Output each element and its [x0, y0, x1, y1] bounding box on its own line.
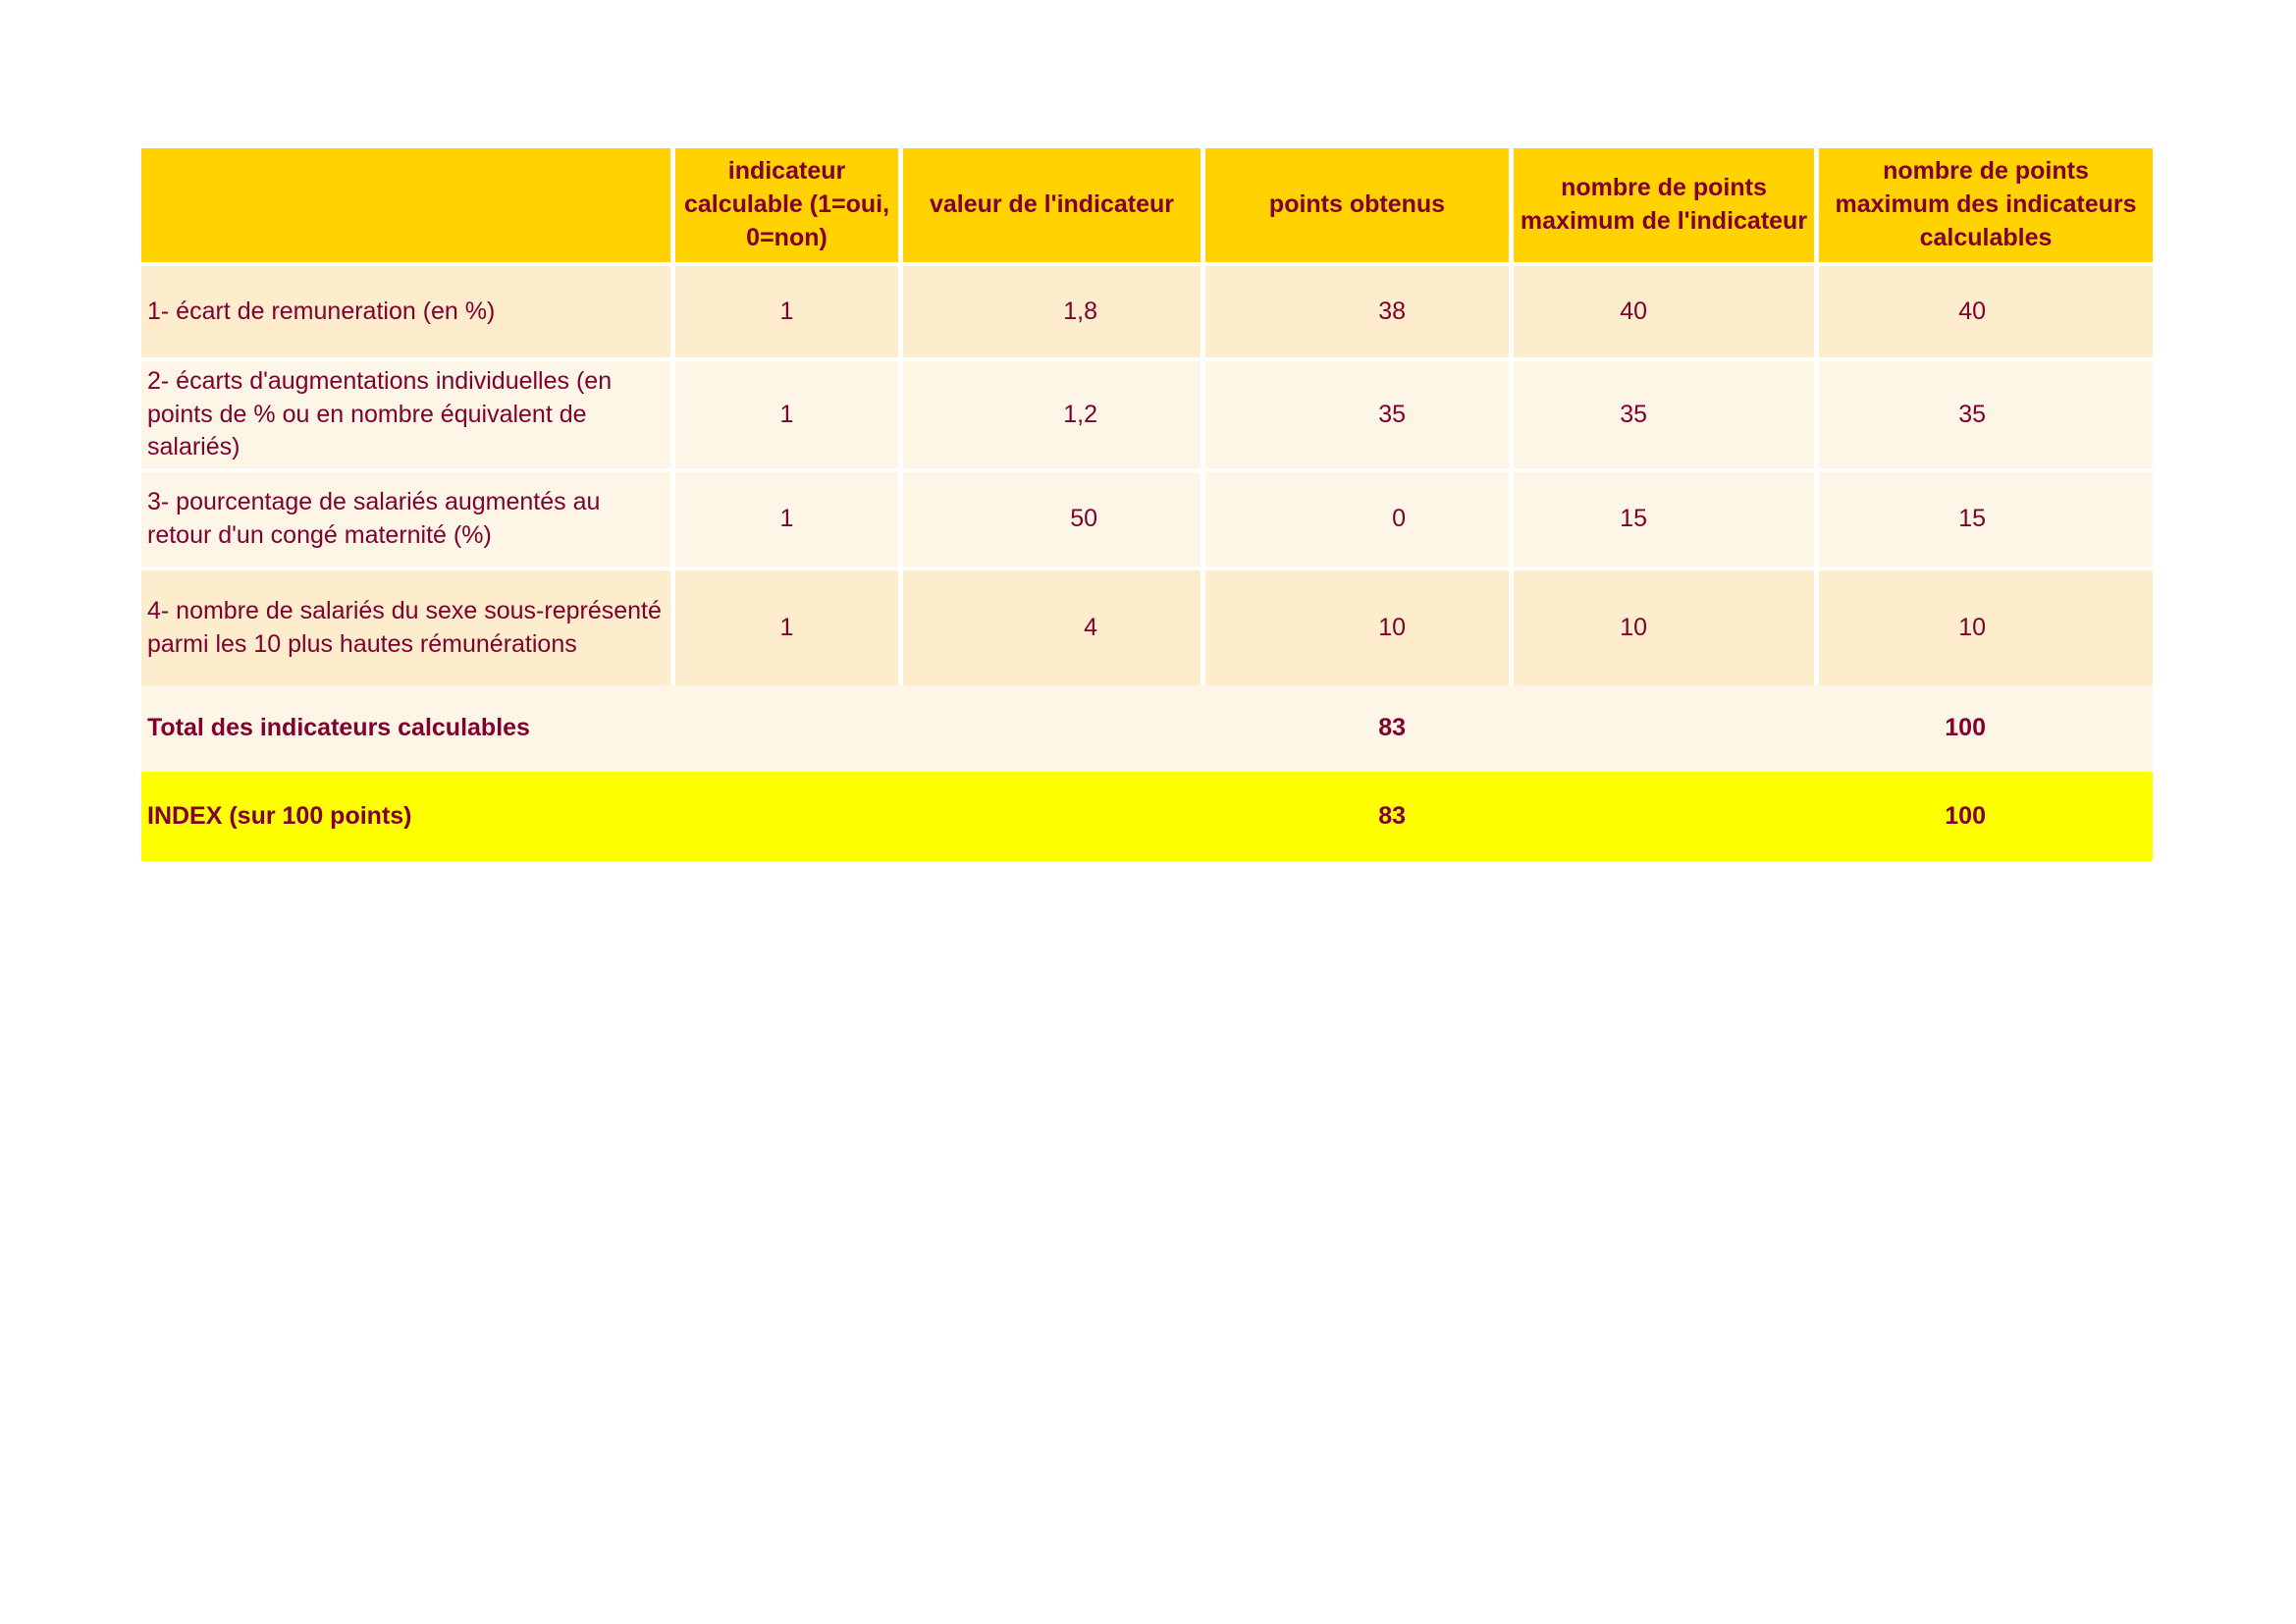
cell-valeur: 1,8 [903, 266, 1201, 357]
cell-valeur: 4 [903, 570, 1201, 685]
cell-points: 38 [1205, 266, 1509, 357]
cell-max-calc: 15 [1819, 472, 2153, 567]
cell-max: 35 [1514, 361, 1814, 468]
header-empty [141, 148, 670, 262]
cell-calculable: 1 [675, 472, 898, 567]
cell-points: 10 [1205, 570, 1509, 685]
index-egalite-table: indicateur calculable (1=oui, 0=non) val… [141, 148, 2153, 861]
cell-points: 35 [1205, 361, 1509, 468]
cell-calculable: 1 [675, 570, 898, 685]
cell-points: 0 [1205, 472, 1509, 567]
cell-max-calc: 10 [1819, 570, 2153, 685]
table-row: 1- écart de remuneration (en %) 1 1,8 38… [141, 266, 2153, 357]
total-points: 83 [1378, 714, 1406, 742]
cell-max: 40 [1514, 266, 1814, 357]
cell-max-calc: 40 [1819, 266, 2153, 357]
header-valeur: valeur de l'indicateur [903, 148, 1201, 262]
index-max-calc: 100 [1945, 801, 1986, 830]
row-label: 1- écart de remuneration (en %) [141, 266, 670, 357]
index-points: 83 [1378, 801, 1406, 830]
index-label: INDEX (sur 100 points) [147, 801, 412, 830]
header-points: points obtenus [1205, 148, 1509, 262]
total-label: Total des indicateurs calculables [147, 714, 530, 742]
cell-calculable: 1 [675, 266, 898, 357]
cell-max: 10 [1514, 570, 1814, 685]
total-max-calc: 100 [1945, 714, 1986, 742]
cell-max-calc: 35 [1819, 361, 2153, 468]
table-row: 3- pourcentage de salariés augmentés au … [141, 472, 2153, 567]
cell-valeur: 50 [903, 472, 1201, 567]
header-calculable: indicateur calculable (1=oui, 0=non) [675, 148, 898, 262]
row-label: 4- nombre de salariés du sexe sous-repré… [141, 570, 670, 685]
header-max-calc: nombre de points maximum des indicateurs… [1819, 148, 2153, 262]
header-max: nombre de points maximum de l'indicateur [1514, 148, 1814, 262]
row-label: 3- pourcentage de salariés augmentés au … [141, 472, 670, 567]
table-row: 4- nombre de salariés du sexe sous-repré… [141, 570, 2153, 685]
total-row: Total des indicateurs calculables 83 100 [141, 685, 2153, 772]
row-label: 2- écarts d'augmentations individuelles … [141, 361, 670, 468]
table-header: indicateur calculable (1=oui, 0=non) val… [141, 148, 2153, 262]
index-row: INDEX (sur 100 points) 83 100 [141, 772, 2153, 861]
cell-valeur: 1,2 [903, 361, 1201, 468]
table-row: 2- écarts d'augmentations individuelles … [141, 361, 2153, 468]
cell-max: 15 [1514, 472, 1814, 567]
cell-calculable: 1 [675, 361, 898, 468]
